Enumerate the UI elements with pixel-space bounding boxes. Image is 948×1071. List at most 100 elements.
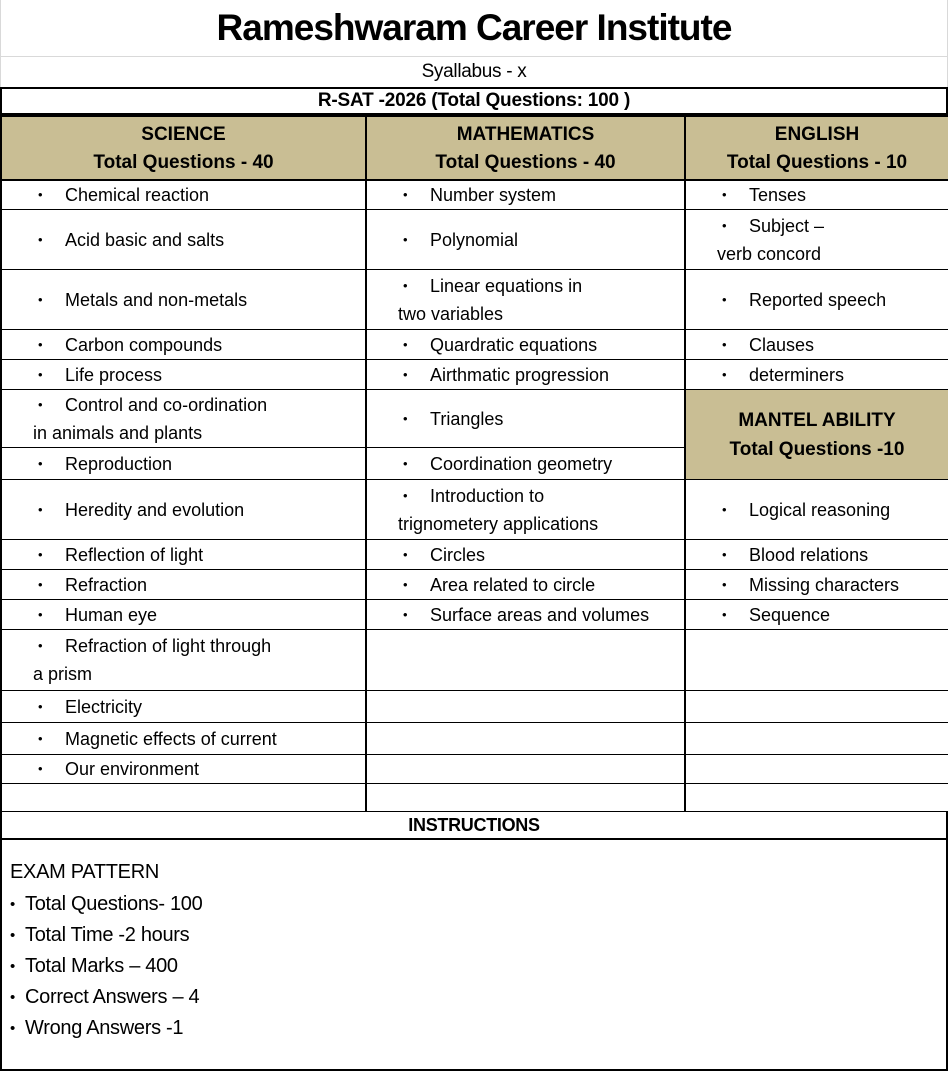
topic-line: Electricity	[65, 696, 143, 717]
table-row: • Reflection of light • Circles • Blood relat…	[0, 539, 948, 570]
table-row: • Carbon compounds • Quardratic equations • C…	[0, 329, 948, 360]
table-row: • Refraction of light through a prism	[0, 629, 948, 691]
exam-pattern-item-text: Correct Answers – 4	[25, 986, 200, 1008]
institute-title-bar: Rameshwaram Career Institute	[0, 0, 948, 57]
bullet-icon: •	[10, 1020, 15, 1037]
topic-line: Human eye	[65, 604, 158, 625]
bullet-icon: •	[403, 546, 408, 562]
topic-cell: • Number system	[365, 179, 686, 210]
table-row: • Reproduction • Coordination geometry	[0, 447, 948, 480]
topic-line: Clauses	[749, 334, 815, 355]
topic-line: Circles	[430, 544, 486, 565]
empty-cell	[365, 690, 686, 723]
topic-item: • Life process	[3, 361, 364, 389]
topic-item: • Number system	[368, 181, 683, 209]
empty-cell	[365, 722, 686, 755]
table-row: • Control and co-ordination in animals and…	[0, 389, 948, 480]
topic-item: • Magnetic effects of current	[3, 725, 364, 753]
bullet-icon: •	[403, 576, 408, 592]
topic-cell: • Our environment	[0, 754, 367, 784]
topic-line: Life process	[65, 364, 163, 385]
topic-line: Number system	[430, 185, 557, 205]
bullet-icon: •	[722, 576, 727, 592]
topic-cell: • Reflection of light	[0, 539, 367, 570]
topic-item: • Refraction	[3, 571, 364, 599]
column-header-mathematics: MATHEMATICS Total Questions - 40	[365, 115, 686, 181]
bullet-icon: •	[38, 291, 43, 307]
bullet-icon: •	[38, 501, 43, 517]
bullet-icon: •	[10, 989, 15, 1006]
topic-item: • Acid basic and salts	[3, 226, 364, 254]
table-header-row: SCIENCE Total Questions - 40 MATHEMATICS To…	[0, 115, 948, 181]
bullet-icon: •	[38, 455, 43, 471]
table-row: • Our environment	[0, 754, 948, 784]
topic-item: • Reported speech	[687, 286, 947, 314]
topic-cell: • Blood relations	[684, 539, 948, 570]
topic-line: Reported speech	[749, 289, 887, 310]
bullet-icon: •	[10, 958, 15, 975]
bullet-icon: •	[722, 501, 727, 517]
bullet-icon: •	[38, 730, 43, 746]
topic-cell: • Reported speech	[684, 269, 948, 330]
table-row: • Human eye • Surface areas and volumes • Seq…	[0, 599, 948, 630]
empty-cell	[684, 754, 948, 784]
column-header-english: ENGLISH Total Questions - 10	[684, 115, 948, 181]
topic-line: Our environment	[65, 759, 200, 779]
bullet-icon: •	[722, 187, 727, 202]
column-subtitle: Total Questions - 10	[726, 152, 908, 173]
table-row: • Heredity and evolution • Introduction to t…	[0, 479, 948, 540]
exam-pattern-item-text: Total Marks – 400	[25, 955, 178, 977]
topic-cell: • Triangles	[365, 389, 686, 448]
mantel-ability-header: MANTEL ABILITY Total Questions -10	[684, 389, 948, 480]
topic-cell: • Magnetic effects of current	[0, 722, 367, 755]
topic-line: Surface areas and volumes	[430, 604, 650, 625]
topic-cell: • Logical reasoning	[684, 479, 948, 540]
topic-cell: • Sequence	[684, 599, 948, 630]
column-subtitle: Total Questions - 40	[435, 152, 616, 173]
bullet-icon: •	[38, 336, 43, 352]
exam-pattern-item: • Wrong Answers -1	[10, 1013, 936, 1044]
bullet-icon: •	[38, 187, 43, 202]
empty-cell	[684, 722, 948, 755]
bullet-icon: •	[10, 927, 15, 944]
topic-item: • Metals and non-metals	[3, 286, 364, 314]
topic-item: • Reproduction	[3, 450, 364, 478]
topic-line: Linear equations in	[430, 275, 583, 296]
topic-item: • Tenses	[687, 181, 947, 209]
bullet-icon: •	[403, 277, 408, 293]
topic-line: Refraction of light through	[65, 636, 272, 656]
exam-pattern-list: • Total Questions- 100 • Total Time -2 hour…	[10, 889, 936, 1044]
exam-pattern-item: • Total Marks – 400	[10, 951, 936, 982]
topic-item: • Polynomial	[368, 226, 683, 254]
topic-line: Acid basic and salts	[65, 229, 225, 250]
bullet-icon: •	[403, 487, 408, 503]
column-title: ENGLISH	[774, 124, 860, 145]
topic-cell: • Clauses	[684, 329, 948, 360]
column-header-science: SCIENCE Total Questions - 40	[0, 115, 367, 181]
bullet-icon: •	[722, 546, 727, 562]
table-row: • Electricity	[0, 690, 948, 723]
topic-cell: • Heredity and evolution	[0, 479, 367, 540]
syllabus-table: SCIENCE Total Questions - 40 MATHEMATICS To…	[0, 115, 948, 812]
topic-line-continued: a prism	[33, 664, 93, 684]
bullet-icon: •	[38, 231, 43, 247]
topic-item: • Blood relations	[687, 541, 947, 569]
topic-item: • Our environment	[3, 756, 364, 783]
empty-cell	[365, 754, 686, 784]
topic-cell: • Chemical reaction	[0, 179, 367, 210]
exam-pattern-item: • Total Questions- 100	[10, 889, 936, 920]
topic-line-continued: in animals and plants	[33, 422, 203, 443]
topic-cell: • determiners	[684, 359, 948, 390]
topic-cell: • Quardratic equations	[365, 329, 686, 360]
topic-line: Reproduction	[65, 453, 173, 474]
topic-cell: • Reproduction	[0, 447, 367, 480]
topic-item: • Coordination geometry	[368, 450, 683, 478]
empty-cell	[365, 783, 686, 812]
topic-cell: • Linear equations in two variables	[365, 269, 686, 330]
bullet-icon: •	[38, 366, 43, 382]
topic-item: • Introduction to	[368, 482, 683, 510]
topic-item: • Quardratic equations	[368, 331, 683, 359]
topic-cell: • Electricity	[0, 690, 367, 723]
topic-cell: • Surface areas and volumes	[365, 599, 686, 630]
topic-cell: • Tenses	[684, 179, 948, 210]
